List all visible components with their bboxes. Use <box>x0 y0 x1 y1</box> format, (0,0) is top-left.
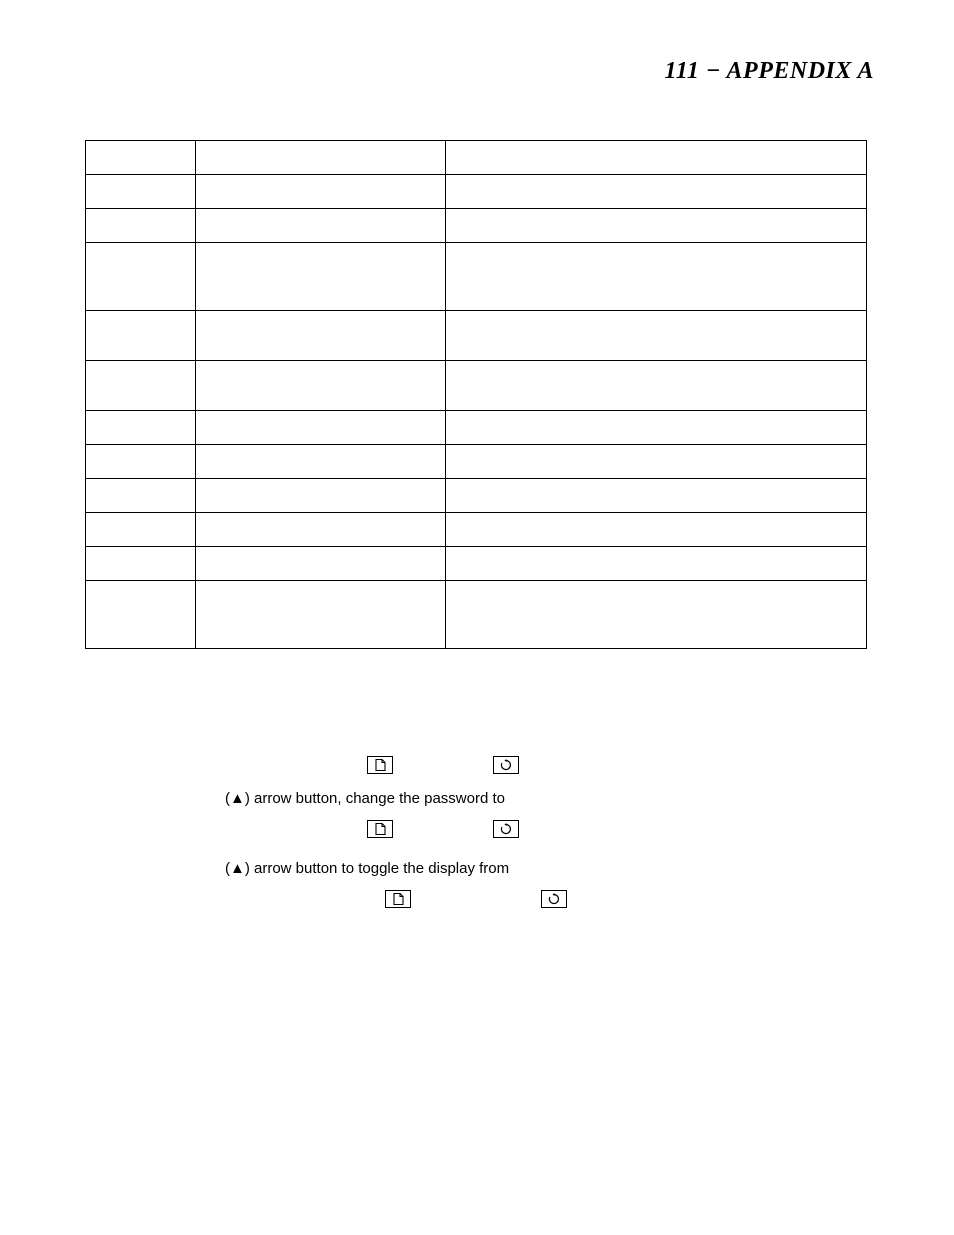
instruction-text: (▲) arrow button to toggle the display f… <box>225 858 509 879</box>
page-title: 111 − APPENDIX A <box>665 58 874 85</box>
table-row <box>86 141 867 175</box>
cycle-icon <box>493 756 519 774</box>
cycle-icon <box>493 820 519 838</box>
table-row <box>86 311 867 361</box>
page-icon <box>367 820 393 838</box>
cycle-icon <box>541 890 567 908</box>
instruction-line <box>365 820 521 841</box>
instruction-line <box>365 756 521 777</box>
page-icon <box>367 756 393 774</box>
page-icon <box>385 890 411 908</box>
table-row <box>86 411 867 445</box>
table-row <box>86 243 867 311</box>
instruction-text: (▲) arrow button, change the password to <box>225 788 505 809</box>
table-row <box>86 581 867 649</box>
table-row <box>86 175 867 209</box>
appendix-table <box>85 140 867 649</box>
table-row <box>86 445 867 479</box>
table-row <box>86 361 867 411</box>
table-row <box>86 547 867 581</box>
table-row <box>86 513 867 547</box>
table-row <box>86 209 867 243</box>
instruction-line <box>383 890 569 911</box>
table-row <box>86 479 867 513</box>
